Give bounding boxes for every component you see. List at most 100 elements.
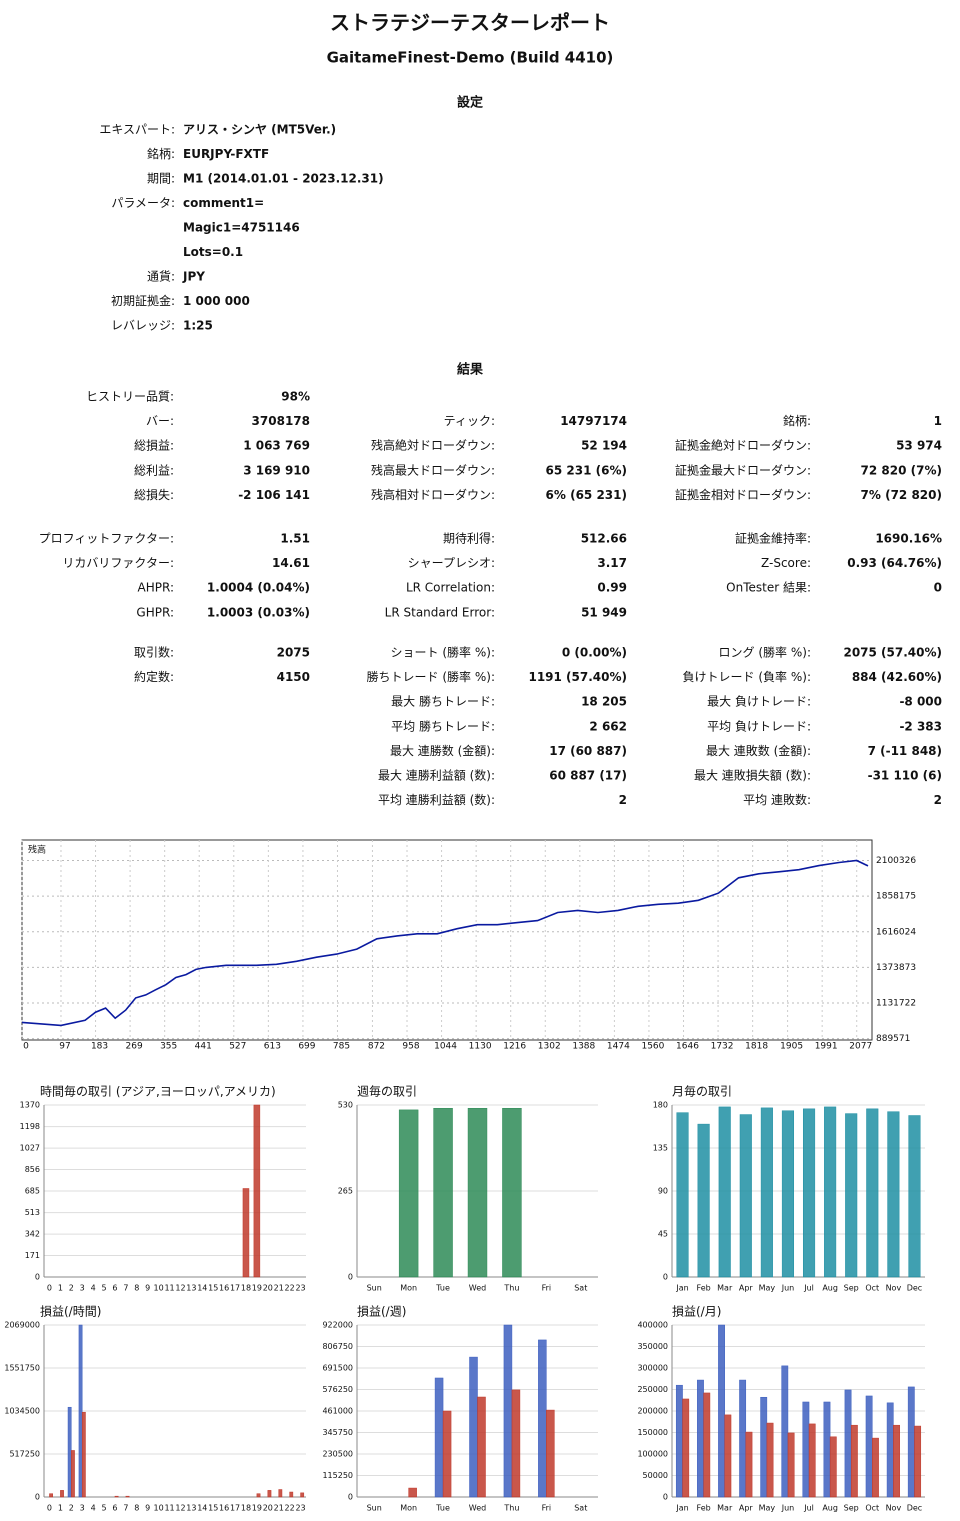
x-tick-label: Mar — [717, 1284, 733, 1293]
x-tick-label: 21 — [274, 1504, 284, 1513]
bar — [886, 1402, 894, 1498]
bar — [865, 1395, 873, 1498]
x-tick-label: Dec — [907, 1284, 922, 1293]
x-tick-label: Thu — [503, 1504, 519, 1513]
result-label: 銘柄: — [783, 413, 811, 428]
x-tick-label: Wed — [469, 1284, 486, 1293]
bar — [675, 1384, 683, 1498]
x-tick-label: 23 — [295, 1504, 305, 1513]
bar — [787, 1432, 795, 1498]
y-tick-label: 230500 — [322, 1450, 353, 1459]
y-tick-label: 1034500 — [4, 1407, 40, 1416]
result-value: 65 231 (6%) — [546, 463, 627, 477]
x-tick-label: 785 — [333, 1042, 350, 1052]
chart-title: 月毎の取引 — [672, 1084, 732, 1099]
result-label: AHPR: — [138, 581, 174, 595]
x-tick-label: Mon — [400, 1504, 417, 1513]
chart-title: 損益(/時間) — [40, 1304, 101, 1319]
setting-value: M1 (2014.01.01 - 2023.12.31) — [183, 172, 384, 186]
result-value: 17 (60 887) — [549, 744, 627, 758]
x-tick-label: 441 — [195, 1042, 212, 1052]
x-tick-label: 699 — [298, 1042, 315, 1052]
y-tick-label: 50000 — [643, 1471, 668, 1480]
bar — [907, 1386, 915, 1498]
result-label: 証拠金最大ドローダウン: — [675, 462, 811, 477]
x-tick-label: May — [759, 1504, 776, 1513]
x-tick-label: Jan — [675, 1504, 688, 1513]
result-label: 負けトレード (負率 %): — [683, 669, 811, 684]
bar — [125, 1495, 130, 1498]
x-tick-label: 2 — [69, 1504, 74, 1513]
result-value: 4150 — [277, 670, 310, 684]
bar — [802, 1108, 816, 1278]
chart-title: 損益(/月) — [672, 1304, 721, 1319]
y-tick-label: 135 — [653, 1144, 668, 1153]
x-tick-label: 20 — [263, 1284, 273, 1293]
y-tick-label: 342 — [25, 1230, 40, 1239]
x-tick-label: 2 — [69, 1284, 74, 1293]
x-tick-label: 10 — [154, 1504, 164, 1513]
y-tick-label: 400000 — [637, 1321, 668, 1330]
result-value: 1.0003 (0.03%) — [207, 605, 310, 619]
bar — [256, 1493, 261, 1498]
x-tick-label: 958 — [402, 1042, 419, 1052]
y-tick-label: 345750 — [322, 1428, 353, 1437]
result-value: 6% (65 231) — [546, 488, 627, 502]
x-tick-label: Sun — [367, 1284, 382, 1293]
x-tick-label: 355 — [160, 1042, 177, 1052]
result-value: 7 (-11 848) — [868, 744, 942, 758]
result-value: 0 (0.00%) — [562, 646, 627, 660]
x-tick-label: 1302 — [538, 1042, 561, 1052]
result-value: 1 063 769 — [243, 439, 310, 453]
y-tick-label: 1373873 — [876, 963, 916, 973]
bar — [739, 1114, 752, 1278]
result-label: 残高相対ドローダウン: — [371, 487, 495, 502]
result-value: -8 000 — [899, 695, 942, 709]
x-tick-label: Feb — [697, 1284, 711, 1293]
x-tick-label: 527 — [229, 1042, 246, 1052]
result-label: ショート (勝率 %): — [391, 645, 495, 660]
x-tick-label: 1646 — [676, 1042, 699, 1052]
x-tick-label: 22 — [285, 1504, 295, 1513]
result-value: 3 169 910 — [243, 463, 310, 477]
x-tick-label: Sat — [574, 1504, 587, 1513]
result-value: 52 194 — [581, 439, 627, 453]
chart-title: 損益(/週) — [357, 1304, 406, 1319]
result-label: シャープレシオ: — [408, 556, 495, 570]
y-tick-label: 691500 — [322, 1364, 353, 1373]
bar — [697, 1379, 704, 1498]
x-tick-label: 1560 — [641, 1042, 664, 1052]
result-value: 7% (72 820) — [861, 488, 942, 502]
x-tick-label: 7 — [123, 1504, 128, 1513]
chart-title: 週毎の取引 — [357, 1084, 417, 1099]
x-tick-label: 613 — [264, 1042, 281, 1052]
result-value: -2 106 141 — [238, 488, 310, 502]
bar — [433, 1107, 453, 1278]
result-value: 1.0004 (0.04%) — [207, 581, 310, 595]
result-label: ロング (勝率 %): — [719, 645, 811, 660]
result-label: LR Correlation: — [406, 581, 495, 595]
x-tick-label: Dec — [907, 1504, 922, 1513]
report-subtitle: GaitameFinest-Demo (Build 4410) — [327, 49, 614, 67]
y-tick-label: 922000 — [322, 1321, 353, 1330]
result-label: プロフィットファクター: — [39, 532, 174, 546]
bar — [745, 1431, 753, 1498]
y-tick-label: 45 — [658, 1230, 668, 1239]
bar — [908, 1115, 921, 1278]
result-label: 約定数: — [134, 669, 174, 684]
x-tick-label: 5 — [101, 1284, 106, 1293]
y-tick-label: 576250 — [322, 1385, 353, 1394]
y-tick-label: 685 — [25, 1187, 40, 1196]
bar — [511, 1389, 521, 1498]
result-label: 残高最大ドローダウン: — [371, 462, 495, 477]
result-value: 0.93 (64.76%) — [847, 556, 942, 570]
bar — [760, 1396, 768, 1498]
x-tick-label: 22 — [285, 1284, 295, 1293]
bar — [808, 1423, 816, 1498]
bar — [60, 1490, 64, 1498]
x-tick-label: 269 — [126, 1042, 143, 1052]
x-tick-label: 21 — [274, 1284, 284, 1293]
report-title: ストラテジーテスターレポート — [330, 11, 610, 35]
x-tick-label: 1905 — [780, 1042, 803, 1052]
